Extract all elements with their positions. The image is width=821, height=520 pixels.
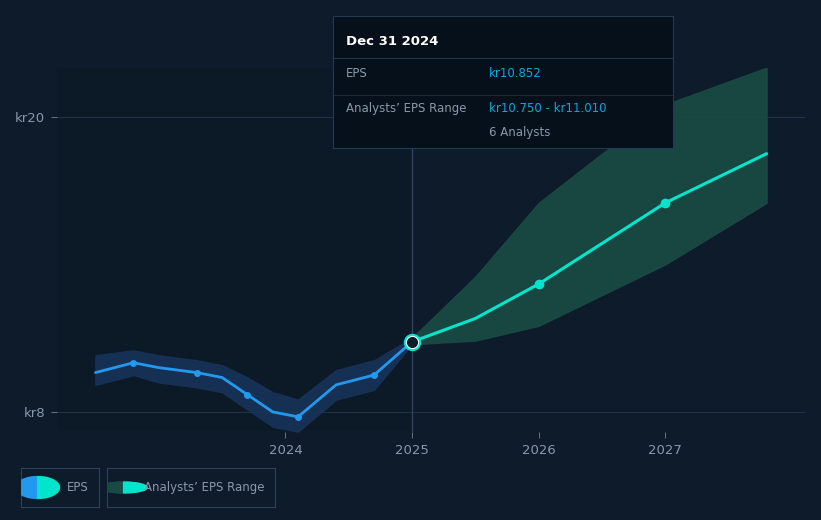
Text: Analysts’ EPS Range: Analysts’ EPS Range	[346, 102, 466, 115]
Wedge shape	[124, 482, 147, 493]
Circle shape	[16, 476, 60, 498]
Wedge shape	[16, 476, 38, 498]
Text: kr10.852: kr10.852	[489, 68, 542, 81]
Text: kr10.750 - kr11.010: kr10.750 - kr11.010	[489, 102, 607, 115]
Wedge shape	[100, 482, 124, 493]
Text: Analysts Forecasts: Analysts Forecasts	[419, 84, 528, 97]
Text: 6 Analysts: 6 Analysts	[489, 126, 551, 139]
Text: Dec 31 2024: Dec 31 2024	[346, 35, 438, 48]
Text: Actual: Actual	[369, 84, 406, 97]
Circle shape	[100, 482, 147, 493]
Text: Analysts’ EPS Range: Analysts’ EPS Range	[144, 481, 264, 494]
Text: EPS: EPS	[346, 68, 368, 81]
Wedge shape	[38, 476, 60, 498]
Text: EPS: EPS	[67, 481, 89, 494]
Bar	[57, 68, 412, 432]
